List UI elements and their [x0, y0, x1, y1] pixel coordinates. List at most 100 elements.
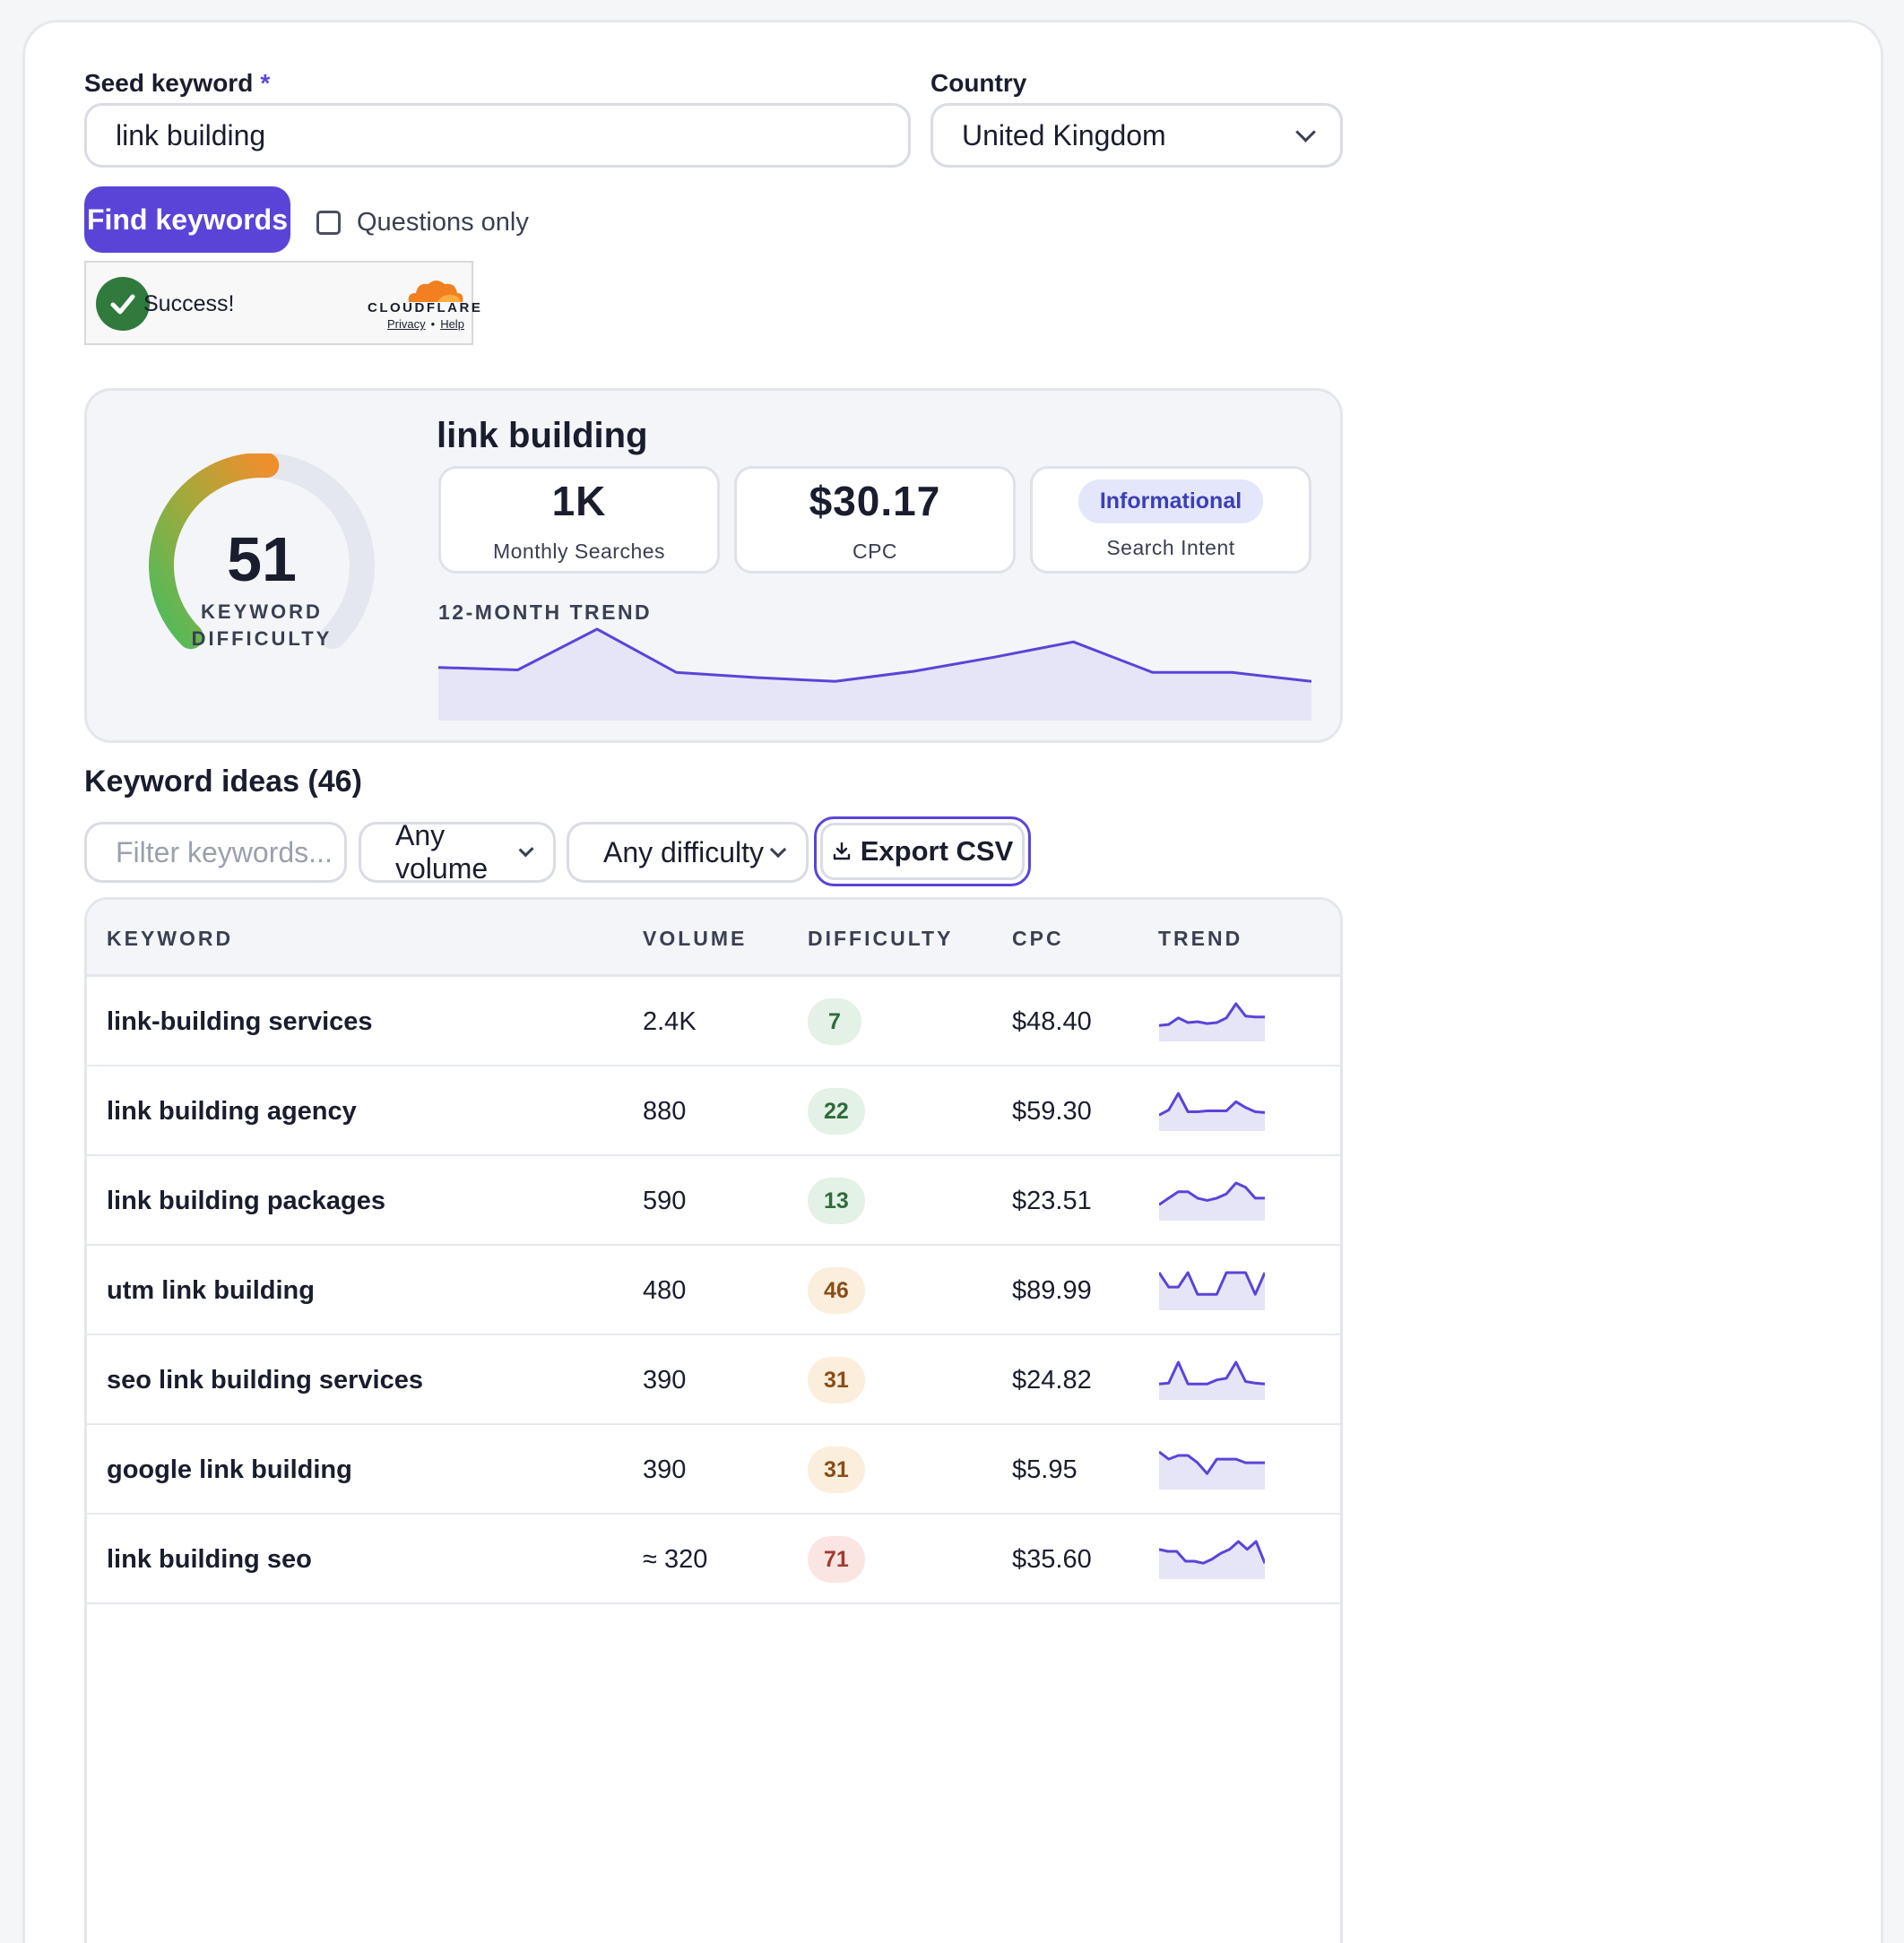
- table-row[interactable]: seo link building services 390 31 $24.82: [87, 1335, 1340, 1425]
- difficulty-filter-select[interactable]: Any difficulty: [567, 822, 809, 883]
- volume-filter-select[interactable]: Any volume: [359, 819, 556, 885]
- volume-value: 1K: [551, 477, 607, 524]
- captcha-status: Success!: [143, 291, 235, 316]
- volume-cell: ≈ 320: [643, 1545, 708, 1574]
- help-link[interactable]: Help: [440, 317, 464, 331]
- row-trend-sparkline: [1159, 1271, 1265, 1310]
- privacy-link[interactable]: Privacy: [387, 317, 426, 331]
- difficulty-badge: 71: [808, 1536, 865, 1583]
- questions-only-label: Questions only: [357, 208, 529, 237]
- volume-cell: 880: [643, 1097, 687, 1126]
- difficulty-badge: 31: [808, 1357, 865, 1403]
- row-trend-sparkline: [1159, 1450, 1265, 1490]
- find-keywords-button[interactable]: Find keywords: [84, 186, 290, 253]
- link-separator: •: [430, 317, 436, 331]
- questions-only-checkbox[interactable]: [316, 211, 341, 235]
- volume-cell: 390: [643, 1455, 687, 1484]
- questions-only-toggle[interactable]: Questions only: [316, 208, 529, 237]
- row-trend-sparkline: [1159, 1181, 1265, 1221]
- required-marker: *: [260, 69, 271, 97]
- cpc-cell: $89.99: [1012, 1276, 1092, 1305]
- table-row[interactable]: utm link building 480 46 $89.99: [87, 1246, 1340, 1335]
- filter-keywords-input[interactable]: Filter keywords...: [84, 822, 347, 883]
- trend-label: 12-MONTH TREND: [438, 600, 653, 624]
- volume-cell: 480: [643, 1276, 687, 1305]
- cpc-stat-card: $30.17 CPC: [734, 466, 1016, 574]
- seed-keyword-label-text: Seed keyword: [84, 69, 254, 97]
- difficulty-badge: 31: [808, 1446, 865, 1493]
- keyword-tool-card: Seed keyword * link building Country Unit…: [22, 20, 1883, 1943]
- seed-keyword-input[interactable]: link building: [84, 103, 911, 168]
- cloudflare-logo: CLOUDFLARE: [368, 300, 483, 315]
- cpc-label: CPC: [852, 539, 898, 563]
- country-select[interactable]: United Kingdom: [930, 103, 1343, 168]
- difficulty-badge: 13: [808, 1178, 865, 1224]
- intent-badge: Informational: [1077, 479, 1264, 523]
- volume-cell: 2.4K: [643, 1007, 697, 1036]
- keyword-cell[interactable]: seo link building services: [107, 1366, 423, 1395]
- download-icon: [833, 842, 850, 860]
- cpc-cell: $5.95: [1012, 1455, 1077, 1484]
- keyword-cell[interactable]: link building seo: [107, 1545, 312, 1574]
- cpc-cell: $23.51: [1012, 1187, 1092, 1215]
- seed-keyword-label: Seed keyword *: [84, 69, 270, 98]
- keyword-cell[interactable]: google link building: [107, 1455, 352, 1484]
- cpc-value: $30.17: [809, 477, 941, 524]
- table-row[interactable]: google link building 390 31 $5.95: [87, 1425, 1340, 1515]
- intent-stat-card: Informational Search Intent: [1030, 466, 1311, 574]
- column-header-keyword[interactable]: KEYWORD: [107, 927, 234, 950]
- row-trend-line: [1159, 1181, 1265, 1206]
- captcha-links: Privacy • Help: [387, 317, 464, 331]
- cpc-cell: $59.30: [1012, 1097, 1092, 1126]
- seed-keyword-value: link building: [116, 118, 266, 151]
- volume-stat-card: 1K Monthly Searches: [438, 466, 720, 574]
- summary-trend-area: [438, 629, 1311, 721]
- row-trend-line: [1159, 1540, 1265, 1565]
- chevron-down-icon: [518, 841, 534, 858]
- cpc-cell: $48.40: [1012, 1007, 1092, 1036]
- row-trend-area: [1159, 1273, 1265, 1310]
- difficulty-badge: 46: [808, 1267, 865, 1314]
- row-trend-area: [1159, 1004, 1265, 1041]
- keyword-cell[interactable]: link-building services: [107, 1007, 373, 1036]
- keyword-cell[interactable]: link building agency: [107, 1097, 357, 1126]
- row-trend-line: [1159, 1450, 1265, 1475]
- row-trend-line: [1159, 1360, 1265, 1386]
- summary-trend-line: [438, 627, 1311, 683]
- row-trend-sparkline: [1159, 1360, 1265, 1400]
- column-header-volume[interactable]: VOLUME: [643, 927, 748, 950]
- intent-label: Search Intent: [1106, 536, 1235, 559]
- row-trend-area: [1159, 1183, 1265, 1221]
- cpc-cell: $35.60: [1012, 1545, 1092, 1574]
- table-row[interactable]: link-building services 2.4K 7 $48.40: [87, 977, 1340, 1066]
- keyword-cell[interactable]: utm link building: [107, 1276, 315, 1305]
- cloudflare-cloud-icon: [408, 281, 463, 302]
- difficulty-label: KEYWORD DIFFICULTY: [132, 599, 392, 652]
- row-trend-line: [1159, 1092, 1265, 1117]
- gauge-fill: [149, 453, 280, 650]
- column-header-difficulty[interactable]: DIFFICULTY: [808, 927, 954, 950]
- keyword-summary-panel: 51 KEYWORD DIFFICULTY link building 1K M…: [84, 388, 1343, 743]
- volume-filter-value: Any volume: [395, 819, 489, 885]
- row-trend-sparkline: [1159, 1002, 1265, 1041]
- difficulty-badge: 22: [808, 1088, 865, 1135]
- export-csv-button[interactable]: Export CSV: [820, 823, 1025, 880]
- keyword-cell[interactable]: link building packages: [107, 1187, 386, 1215]
- table-header: KEYWORD VOLUME DIFFICULTY CPC TREND: [87, 900, 1340, 977]
- column-header-cpc[interactable]: CPC: [1012, 927, 1064, 950]
- table-row[interactable]: link building packages 590 13 $23.51: [87, 1156, 1340, 1246]
- row-trend-area: [1159, 1362, 1265, 1400]
- table-row[interactable]: link building agency 880 22 $59.30: [87, 1066, 1340, 1156]
- chevron-down-icon: [1295, 122, 1316, 142]
- volume-label: Monthly Searches: [492, 539, 666, 563]
- keyword-ideas-table: KEYWORD VOLUME DIFFICULTY CPC TREND link…: [84, 897, 1343, 1943]
- row-trend-sparkline: [1159, 1540, 1265, 1579]
- export-csv-focus-ring: Export CSV: [814, 816, 1031, 886]
- difficulty-gauge: [149, 453, 375, 650]
- twelve-month-trend-chart: [438, 627, 1311, 721]
- difficulty-label-line-2: DIFFICULTY: [191, 627, 333, 650]
- table-row[interactable]: link building seo ≈ 320 71 $35.60: [87, 1515, 1340, 1604]
- summary-keyword-title: link building: [437, 416, 648, 455]
- volume-cell: 590: [643, 1187, 687, 1215]
- success-check-icon: [96, 277, 150, 331]
